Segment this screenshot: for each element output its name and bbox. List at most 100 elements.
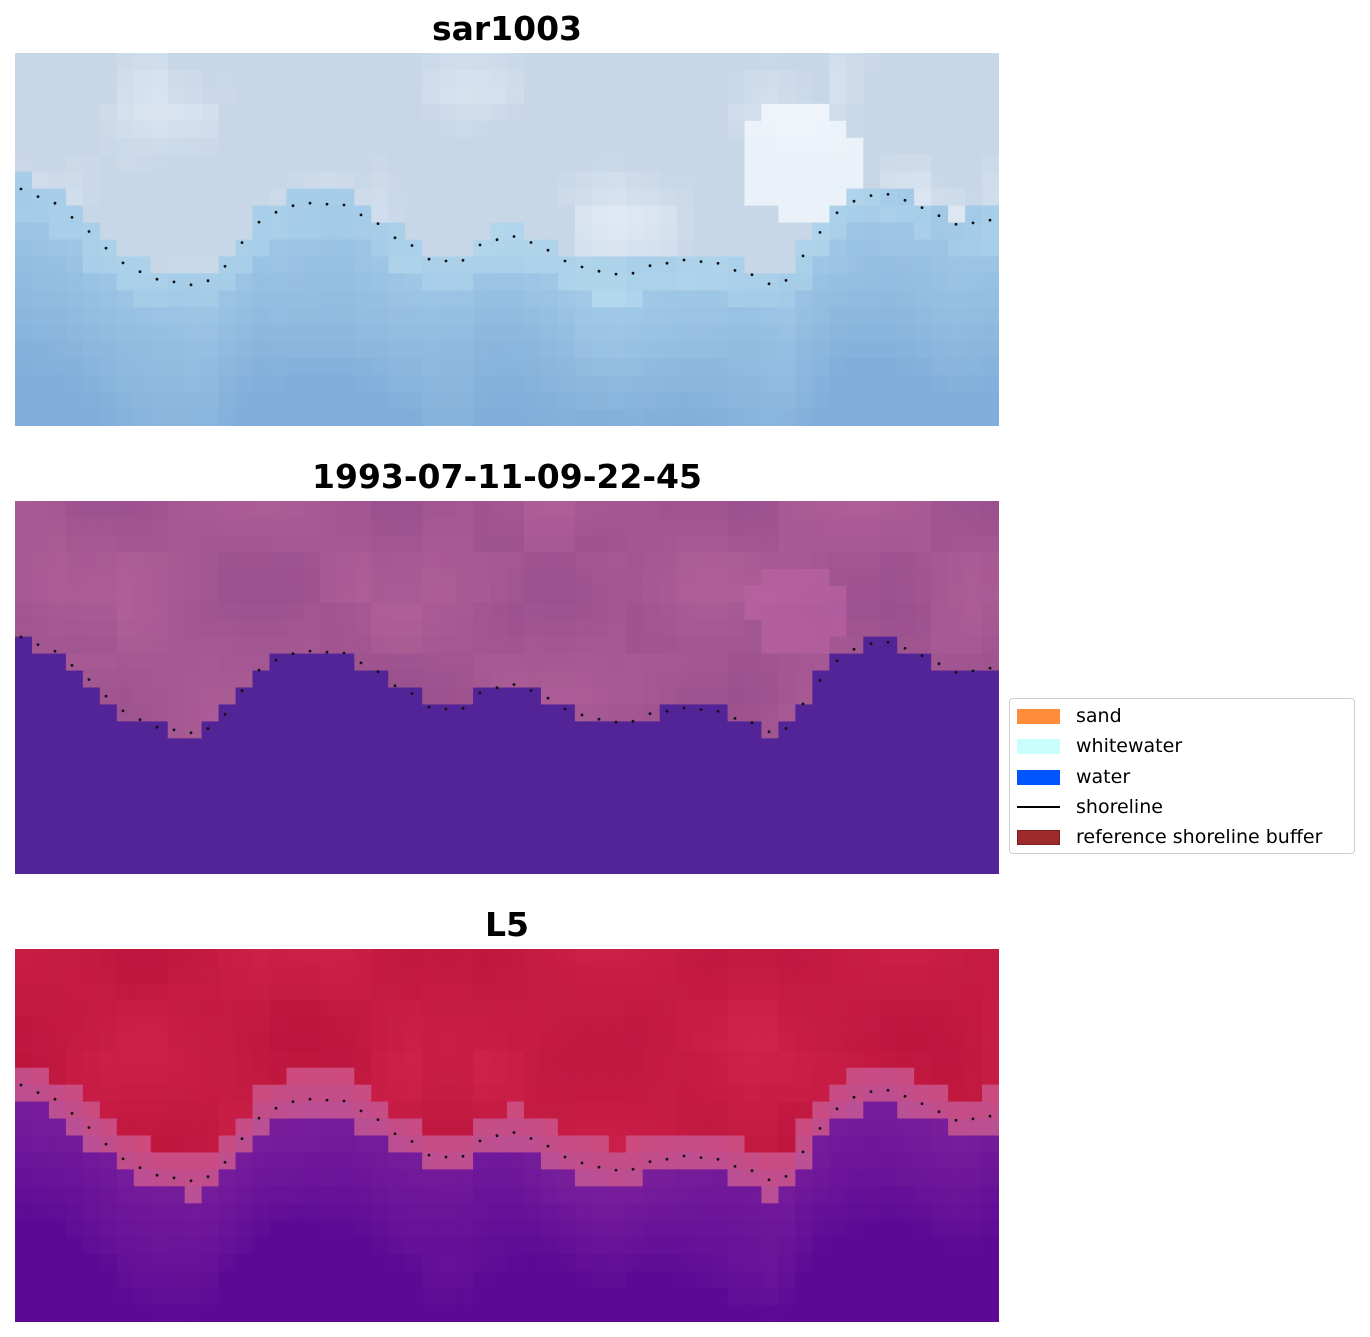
raster-pixel	[439, 103, 457, 122]
raster-pixel	[218, 653, 237, 672]
raster-pixel	[574, 290, 593, 308]
raster-pixel	[897, 687, 915, 706]
raster-pixel	[710, 534, 729, 553]
raster-pixel	[557, 86, 576, 105]
raster-pixel	[15, 1101, 33, 1120]
raster-pixel	[676, 1101, 695, 1120]
raster-pixel	[116, 375, 135, 393]
shoreline-point	[886, 1088, 890, 1092]
raster-pixel	[303, 534, 321, 553]
raster-pixel	[439, 789, 457, 807]
raster-pixel	[99, 1101, 118, 1120]
raster-pixel	[795, 738, 813, 756]
raster-pixel	[608, 721, 627, 739]
raster-pixel	[252, 341, 271, 359]
raster-pixel	[761, 1288, 780, 1306]
raster-pixel	[473, 1169, 491, 1187]
raster-pixel	[795, 1152, 813, 1170]
raster-pixel	[897, 375, 915, 393]
raster-pixel	[388, 840, 406, 858]
raster-pixel	[846, 789, 864, 807]
raster-pixel	[710, 120, 729, 139]
raster-pixel	[642, 501, 661, 519]
raster-pixel	[625, 1033, 644, 1052]
raster-pixel	[523, 840, 542, 858]
raster-pixel	[116, 341, 135, 359]
raster-pixel	[557, 755, 576, 773]
raster-pixel	[625, 999, 644, 1018]
raster-pixel	[235, 1067, 254, 1086]
raster-pixel	[82, 772, 101, 790]
raster-pixel	[574, 239, 593, 258]
raster-pixel	[897, 324, 915, 342]
raster-pixel	[574, 137, 593, 156]
raster-pixel	[523, 585, 542, 604]
raster-pixel	[812, 53, 830, 71]
raster-pixel	[65, 1305, 84, 1322]
raster-pixel	[778, 222, 797, 241]
raster-pixel	[846, 1203, 864, 1221]
raster-pixel	[659, 409, 678, 426]
raster-pixel	[642, 806, 661, 824]
raster-pixel	[133, 1220, 152, 1238]
raster-pixel	[829, 738, 847, 756]
raster-pixel	[523, 1016, 542, 1035]
raster-pixel	[880, 857, 898, 874]
raster-pixel	[982, 636, 999, 655]
raster-pixel	[388, 1220, 406, 1238]
raster-pixel	[15, 171, 33, 190]
raster-pixel	[812, 239, 830, 258]
raster-pixel	[863, 239, 881, 258]
raster-pixel	[388, 738, 406, 756]
raster-pixel	[557, 789, 576, 807]
raster-pixel	[931, 636, 949, 655]
raster-pixel	[659, 1101, 678, 1120]
raster-pixel	[303, 1135, 321, 1154]
shoreline-point	[461, 1154, 465, 1158]
raster-pixel	[829, 602, 847, 621]
raster-pixel	[201, 653, 220, 672]
raster-pixel	[235, 501, 254, 519]
raster-pixel	[948, 69, 966, 88]
raster-pixel	[473, 1271, 491, 1289]
raster-pixel	[252, 290, 271, 308]
raster-pixel	[48, 273, 67, 291]
shoreline-point	[682, 258, 686, 262]
raster-pixel	[82, 154, 101, 173]
raster-pixel	[473, 687, 491, 706]
raster-pixel	[778, 53, 797, 71]
raster-pixel	[625, 755, 644, 773]
raster-pixel	[65, 1050, 84, 1069]
shoreline-point	[70, 216, 74, 219]
raster-pixel	[371, 1135, 389, 1154]
raster-pixel	[659, 1118, 678, 1137]
raster-pixel	[507, 704, 525, 722]
raster-pixel	[490, 772, 508, 790]
shoreline-point	[597, 717, 601, 721]
raster-pixel	[659, 687, 678, 706]
raster-pixel	[812, 840, 830, 858]
raster-pixel	[693, 1084, 712, 1103]
raster-pixel	[778, 687, 797, 706]
shoreline-point	[376, 1118, 380, 1121]
raster-pixel	[354, 823, 372, 841]
raster-pixel	[218, 999, 237, 1018]
raster-pixel	[320, 551, 338, 570]
raster-pixel	[982, 806, 999, 824]
raster-pixel	[456, 585, 474, 604]
raster-pixel	[863, 806, 881, 824]
raster-pixel	[388, 999, 406, 1018]
raster-pixel	[320, 568, 338, 587]
raster-pixel	[439, 307, 457, 325]
raster-pixel	[574, 704, 593, 722]
raster-pixel	[812, 755, 830, 773]
raster-pixel	[846, 1169, 864, 1187]
raster-pixel	[812, 568, 830, 587]
raster-pixel	[982, 154, 999, 173]
raster-pixel	[642, 982, 661, 1001]
raster-pixel	[744, 585, 763, 604]
raster-pixel	[371, 1186, 389, 1204]
raster-pixel	[659, 1220, 678, 1238]
raster-pixel	[608, 273, 627, 291]
raster-pixel	[286, 358, 305, 376]
